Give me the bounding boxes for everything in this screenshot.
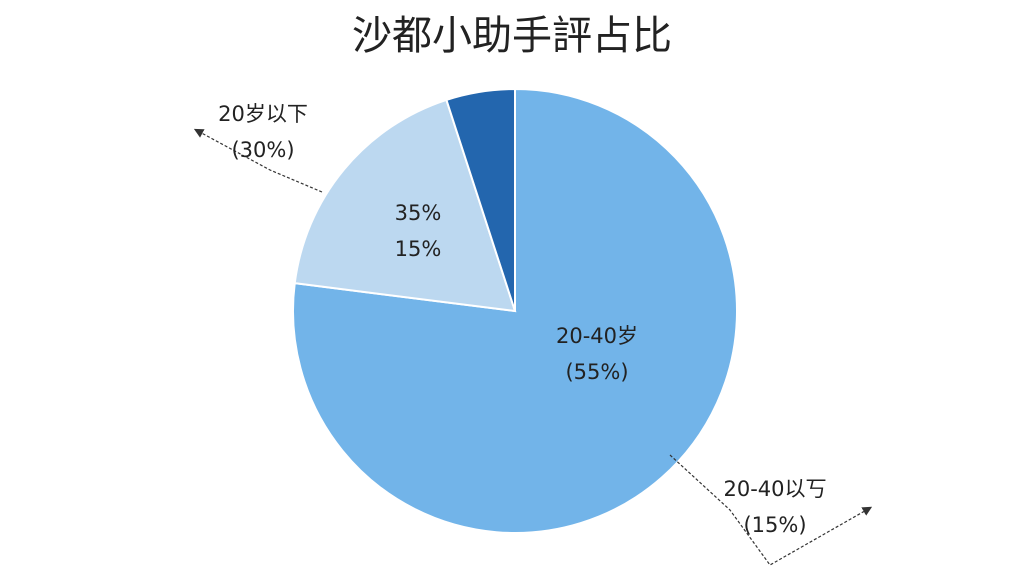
annotations: 20-40岁 (55%) 35% 15% 20岁以下 (30%) 20-40以丂 (15%) (218, 102, 826, 537)
annotation: (55%) (565, 360, 628, 384)
pie-slice (293, 98, 517, 313)
pie (292, 87, 738, 534)
annotation: 20岁以下 (218, 102, 308, 126)
chart-title: 沙都小助手評占比 (352, 13, 672, 59)
annotation: (15%) (743, 513, 806, 537)
annotation: 35% (395, 201, 442, 225)
annotation: (30%) (231, 138, 294, 162)
pie-slice (445, 87, 516, 312)
annotation: 20-40岁 (556, 324, 638, 348)
callout-arrow (669, 454, 873, 566)
callout-arrow (193, 128, 323, 193)
annotation: 15% (395, 237, 442, 261)
annotation: 20-40以丂 (723, 477, 826, 501)
